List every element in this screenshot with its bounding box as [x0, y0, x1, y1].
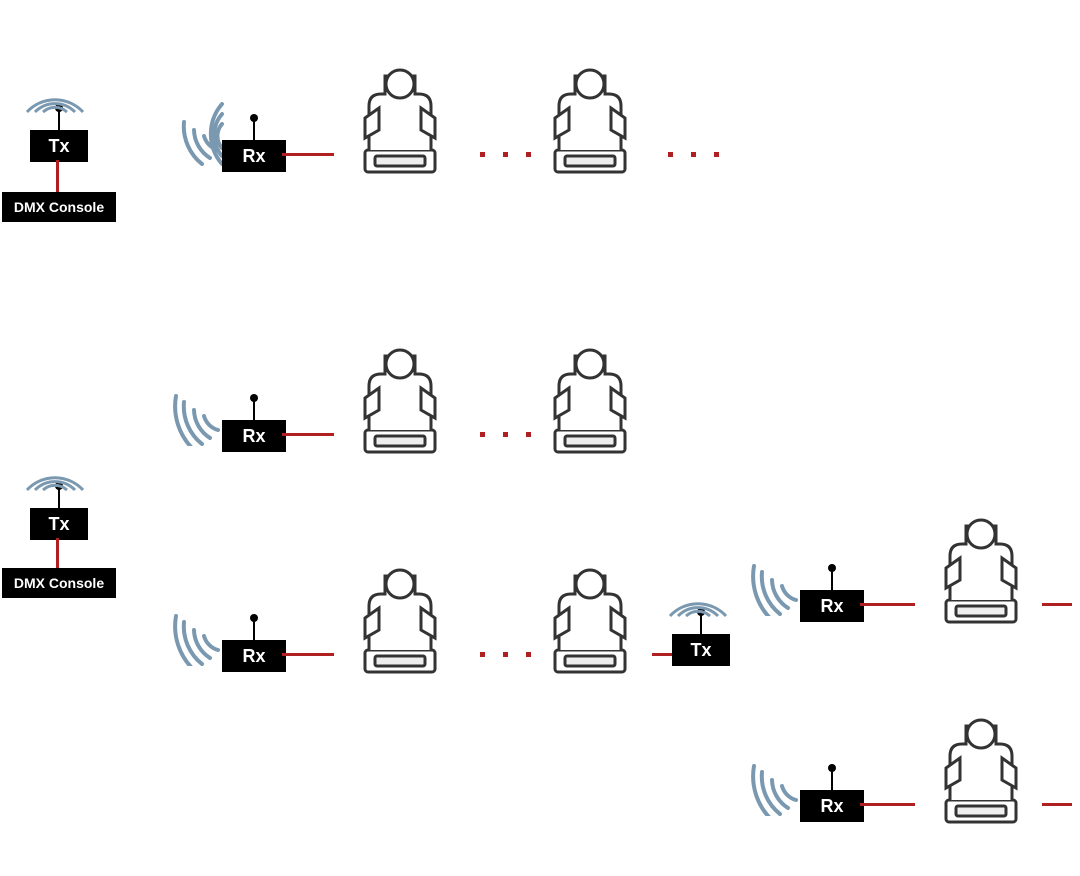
- signal-waves-icon: [658, 568, 738, 628]
- cable: [282, 433, 334, 436]
- dmx-console: DMX Console: [2, 192, 116, 222]
- rx-unit: Rx: [800, 790, 864, 822]
- cable: [1042, 603, 1072, 606]
- cable: [860, 803, 915, 806]
- rx-unit: Rx: [222, 420, 286, 452]
- cable: [282, 153, 334, 156]
- rx-label: Rx: [222, 420, 286, 452]
- rx-label: Rx: [222, 640, 286, 672]
- continuation-dots: [480, 152, 531, 157]
- antenna-icon: [253, 118, 255, 140]
- moving-head-icon: [916, 708, 1046, 828]
- dmx-console: DMX Console: [2, 568, 116, 598]
- cable: [282, 653, 334, 656]
- cable: [56, 538, 59, 570]
- console-label: DMX Console: [2, 192, 116, 222]
- cable: [652, 653, 674, 656]
- moving-head-icon: [335, 58, 465, 178]
- tx-unit: Tx: [30, 508, 88, 540]
- rx-unit: Rx: [800, 590, 864, 622]
- tx-label: Tx: [30, 130, 88, 162]
- antenna-icon: [831, 768, 833, 790]
- moving-head-icon: [525, 58, 655, 178]
- console-label: DMX Console: [2, 568, 116, 598]
- continuation-dots: [480, 652, 531, 657]
- tx-unit: Tx: [672, 634, 730, 666]
- rx-label: Rx: [222, 140, 286, 172]
- moving-head-icon: [525, 558, 655, 678]
- cable: [56, 160, 59, 192]
- moving-head-icon: [335, 558, 465, 678]
- antenna-icon: [253, 398, 255, 420]
- moving-head-icon: [916, 508, 1046, 628]
- cable: [860, 603, 915, 606]
- signal-waves-icon: [15, 64, 95, 124]
- antenna-icon: [831, 568, 833, 590]
- moving-head-icon: [525, 338, 655, 458]
- continuation-dots: [668, 152, 719, 157]
- tx-unit: Tx: [30, 130, 88, 162]
- rx-unit: Rx: [222, 140, 286, 172]
- rx-label: Rx: [800, 790, 864, 822]
- antenna-icon: [253, 618, 255, 640]
- diagram-stage: Tx DMX Console Rx: [0, 0, 1080, 876]
- signal-waves-icon: [15, 442, 95, 502]
- tx-label: Tx: [672, 634, 730, 666]
- rx-unit: Rx: [222, 640, 286, 672]
- continuation-dots: [480, 432, 531, 437]
- cable: [1042, 803, 1072, 806]
- rx-label: Rx: [800, 590, 864, 622]
- moving-head-icon: [335, 338, 465, 458]
- tx-label: Tx: [30, 508, 88, 540]
